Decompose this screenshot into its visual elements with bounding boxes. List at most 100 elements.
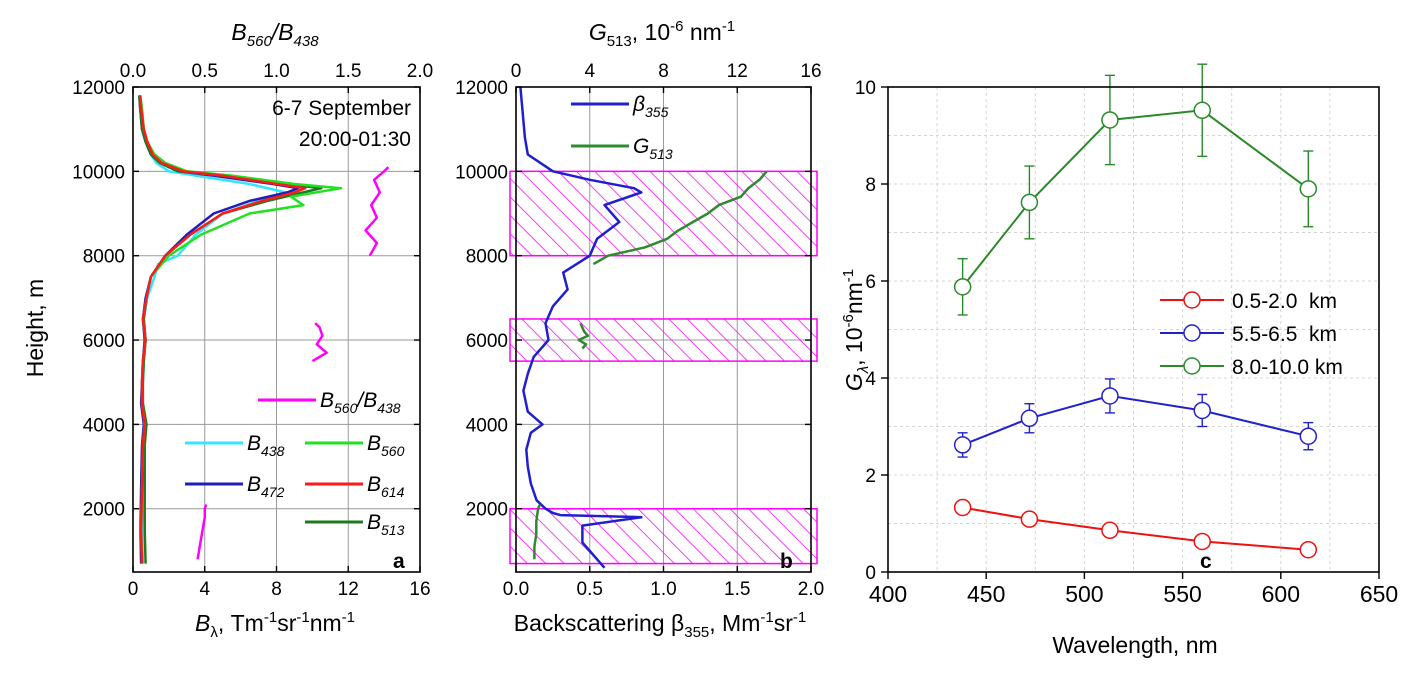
c-series-line-mid [962,394,1309,446]
c-xtick-label-4: 600 [1262,581,1300,607]
c-ytick-label-5: 10 [855,78,876,99]
panel-c: 400 450 500 550 600 650 0 2 4 6 8 10 c 0.5-2.0 km 5… [840,63,1398,658]
panel-a-top-axis-title: B560/B438 [231,19,319,50]
a-ytick-label-4: 10000 [72,162,125,183]
legend-marker-mid [1183,324,1201,342]
a-series-B614-seg-0 [138,95,307,564]
legend-label-b513: B513 [367,511,405,538]
panel-b-hatched-layers [509,170,818,565]
b-top-xtick-label-0: 0 [511,61,522,82]
a-top-xtick-label-4: 2.0 [407,61,433,82]
a-ytick-label-0: 2000 [83,500,125,521]
panel-b-legend: β355 G513 [571,93,673,162]
panel-c-label: c [1200,550,1212,573]
a-top-xtick-label-2: 1.0 [263,61,289,82]
c-xtick-label-3: 550 [1163,581,1201,607]
panel-a: 0 4 8 12 16 0.0 0.5 1.0 1.5 2.0 2000 4000 6000 8000 10… [22,19,433,641]
legend-label-low: 0.5-2.0 km [1232,290,1337,313]
a-ytick-label-5: 12000 [72,78,125,99]
b-top-xtick-label-2: 8 [658,61,669,82]
c-xtick-label-0: 400 [869,581,907,607]
c-series-line-high [961,109,1309,288]
panel-a-annotation-date: 6-7 September [272,97,411,120]
c-series-line-low [962,506,1309,551]
a-top-xtick-label-0: 0.0 [120,61,146,82]
b-xtick-label-4: 2.0 [798,579,824,600]
c-marker-mid-2 [1101,387,1119,405]
a-top-xtick-label-1: 0.5 [192,61,218,82]
panel-c-series [953,63,1318,559]
b-ytick-label-3: 8000 [466,247,508,268]
a-ytick-label-1: 4000 [83,415,125,436]
c-marker-high-3 [1193,101,1211,120]
a-xtick-label-0: 0 [128,579,139,600]
panel-c-x-axis-title: Wavelength, nm [1052,632,1217,658]
legend-marker-high [1183,357,1201,375]
b-series-G513-seg-1 [577,322,590,350]
legend-label-mid: 5.5-6.5 km [1232,323,1337,346]
b-ytick-label-5: 12000 [455,78,508,99]
a-series-B560B438-seg-0 [196,504,208,560]
panel-c-axes: 400 450 500 550 600 650 0 2 4 6 8 10 [855,78,1398,607]
c-ytick-label-3: 6 [865,272,876,293]
a-xtick-label-1: 4 [199,579,210,600]
a-ytick-label-2: 6000 [83,331,125,352]
panel-b-top-axis-title: G513, 10-6 nm-1 [589,18,735,50]
b-ytick-label-4: 10000 [455,162,508,183]
panel-b: 0.0 0.5 1.0 1.5 2.0 0 4 8 12 16 2000 4000 6000 8000 10… [455,18,824,641]
b-xtick-label-1: 0.5 [577,579,603,600]
panel-a-x-axis-title: Bλ, Tm-1sr-1nm-1 [195,609,355,641]
panel-b-series [519,86,768,569]
b-series-G513-seg-2 [592,170,768,266]
c-marker-high-4 [1299,180,1318,198]
legend-label-b560: B560 [367,432,405,459]
a-xtick-label-4: 16 [409,579,430,600]
panel-b-label: b [780,550,793,573]
c-marker-low-1 [1020,510,1039,528]
a-xtick-label-2: 8 [271,579,282,600]
c-xtick-label-1: 450 [967,581,1005,607]
b-frame [515,86,812,573]
b-top-xtick-label-3: 12 [727,61,748,82]
c-ytick-label-2: 4 [865,369,876,390]
c-marker-mid-4 [1299,427,1318,445]
panel-a-y-axis-title: Height, m [22,279,48,377]
legend-label-ratio: B560/B438 [320,389,401,416]
b-xtick-label-0: 0.0 [503,579,529,600]
c-xtick-label-2: 500 [1065,581,1103,607]
legend-marker-low [1183,291,1201,309]
c-marker-mid-1 [1020,409,1039,428]
c-marker-high-1 [1020,193,1039,212]
panel-a-series [138,95,390,564]
c-marker-mid-0 [953,436,972,454]
a-series-B560B438-seg-2 [364,166,390,257]
c-ytick-label-1: 2 [865,466,876,487]
a-series-B560B438-seg-1 [311,322,328,363]
a-ytick-label-3: 8000 [83,247,125,268]
panel-b-axes: 0.0 0.5 1.0 1.5 2.0 0 4 8 12 16 2000 4000 6000 8000 10… [455,61,824,600]
legend-label-beta355: β355 [632,93,669,120]
a-xtick-label-3: 12 [338,579,359,600]
panel-a-annotation-time: 20:00-01:30 [299,128,411,151]
c-frame [887,86,1380,573]
b-ytick-label-0: 2000 [466,500,508,521]
panel-a-legend: B560/B438 B438 B560 B472 B614 B513 [185,389,405,538]
b-top-xtick-label-4: 16 [800,61,821,82]
panel-a-axes: 0 4 8 12 16 0.0 0.5 1.0 1.5 2.0 2000 4000 6000 8000 10… [72,61,433,600]
b-top-xtick-label-1: 4 [584,61,595,82]
panel-a-label: a [393,550,405,573]
c-marker-low-3 [1193,532,1211,551]
legend-label-b472: B472 [247,473,285,500]
legend-label-g513: G513 [633,135,673,162]
c-marker-high-0 [953,278,972,296]
panel-c-legend: 0.5-2.0 km 5.5-6.5 km 8.0-10.0 km [1160,290,1343,379]
b-xtick-label-3: 1.5 [724,579,750,600]
panel-b-x-axis-title: Backscattering β355, Mm-1sr-1 [514,609,806,641]
c-xtick-label-5: 650 [1360,581,1398,607]
b-series-beta355-seg-0 [519,86,643,569]
c-marker-low-0 [953,498,972,517]
c-marker-low-4 [1299,540,1318,559]
b-xtick-label-2: 1.0 [650,579,676,600]
legend-label-high: 8.0-10.0 km [1232,356,1343,379]
